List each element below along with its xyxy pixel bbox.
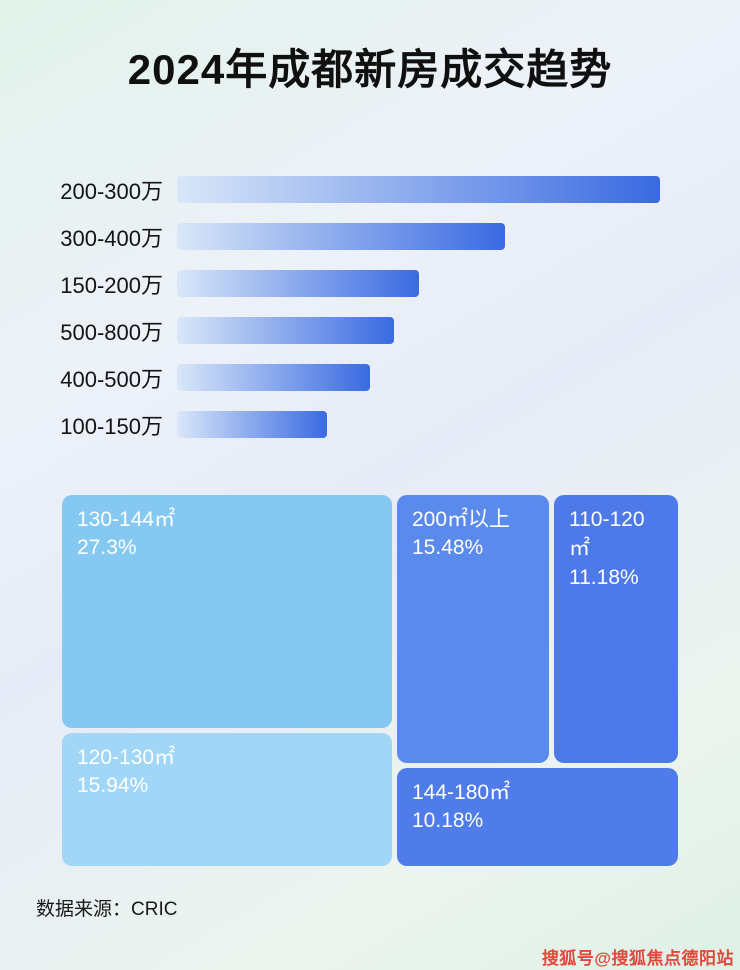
bar-label: 100-150万 xyxy=(60,413,163,439)
bar-track xyxy=(177,223,660,250)
page-title: 2024年成都新房成交趋势 xyxy=(127,46,613,93)
bar-label: 200-300万 xyxy=(60,178,163,204)
bar-track xyxy=(177,176,660,203)
bar-fill xyxy=(177,270,419,297)
data-source-note: 数据来源：CRIC xyxy=(36,899,178,920)
bar-row: 100-150万 xyxy=(40,411,660,439)
bar-track xyxy=(177,411,660,438)
bar-row: 150-200万 xyxy=(40,270,660,298)
treemap-block-200-plus: 200㎡以上 15.48% xyxy=(397,495,549,763)
area-share-treemap: 130-144㎡ 27.3% 120-130㎡ 15.94% 200㎡以上 15… xyxy=(62,495,678,867)
bar-row: 200-300万 xyxy=(40,176,660,204)
bar-label: 150-200万 xyxy=(60,272,163,298)
treemap-block-110-120: 110-120㎡ 11.18% xyxy=(554,495,678,763)
bar-row: 300-400万 xyxy=(40,223,660,251)
bar-fill xyxy=(177,176,660,203)
treemap-label: 144-180㎡ xyxy=(412,781,511,804)
treemap-block-130-144: 130-144㎡ 27.3% xyxy=(62,495,392,728)
bar-fill xyxy=(177,317,395,344)
bar-row: 400-500万 xyxy=(40,364,660,392)
bar-track xyxy=(177,364,660,391)
bar-row: 500-800万 xyxy=(40,317,660,345)
bar-track xyxy=(177,270,660,297)
bar-label: 300-400万 xyxy=(60,225,163,251)
treemap-label: 120-130㎡ xyxy=(77,746,176,769)
bar-track xyxy=(177,317,660,344)
bar-fill xyxy=(177,223,506,250)
treemap-value: 11.18% xyxy=(569,565,639,589)
treemap-label: 130-144㎡ xyxy=(77,508,176,531)
treemap-block-120-130: 120-130㎡ 15.94% xyxy=(62,733,392,866)
treemap-label: 200㎡以上 xyxy=(412,508,511,531)
treemap-value: 15.48% xyxy=(412,536,484,560)
treemap-value: 27.3% xyxy=(77,536,137,560)
treemap-value: 15.94% xyxy=(77,774,149,798)
bar-fill xyxy=(177,364,371,391)
watermark-text: 搜狐号@搜狐焦点德阳站 xyxy=(541,949,734,968)
bar-label: 400-500万 xyxy=(60,366,163,392)
treemap-label: 110-120㎡ xyxy=(569,508,645,561)
bar-label: 500-800万 xyxy=(60,319,163,345)
bar-fill xyxy=(177,411,327,438)
price-band-bar-chart: 200-300万 300-400万 150-200万 500-800万 400-… xyxy=(40,176,660,458)
treemap-block-144-180: 144-180㎡ 10.18% xyxy=(397,768,678,866)
treemap-value: 10.18% xyxy=(412,809,484,833)
